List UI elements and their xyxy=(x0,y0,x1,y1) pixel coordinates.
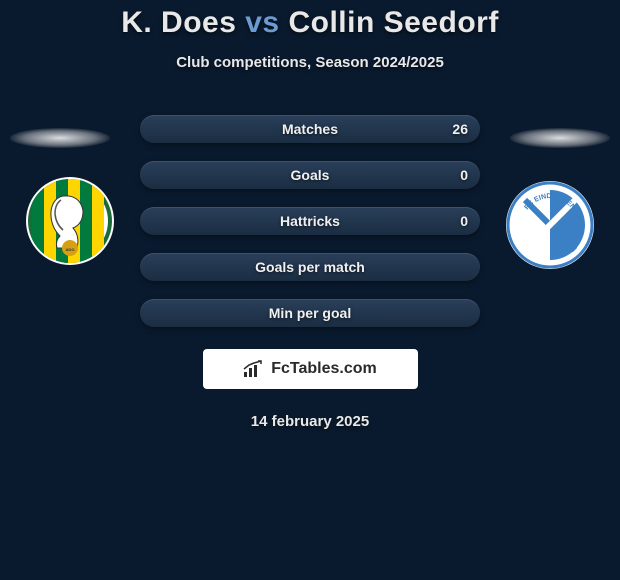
player2-name: Collin Seedorf xyxy=(288,6,498,39)
stat-value-right: 0 xyxy=(460,167,468,183)
stat-row-goals-per-match: Goals per match xyxy=(140,253,480,281)
stat-value-right: 26 xyxy=(452,121,468,137)
team-badge-right: FC EINDHOVEN xyxy=(505,180,595,270)
svg-text:ADO: ADO xyxy=(66,247,75,252)
stat-label: Goals xyxy=(291,167,330,183)
shadow-left xyxy=(10,128,110,148)
shadow-right xyxy=(510,128,610,148)
stats-container: Matches 26 Goals 0 Hattricks 0 Goals per… xyxy=(140,115,480,327)
date-text: 14 february 2025 xyxy=(0,413,620,430)
stat-row-matches: Matches 26 xyxy=(140,115,480,143)
competition-subtitle: Club competitions, Season 2024/2025 xyxy=(0,54,620,71)
stat-label: Matches xyxy=(282,121,338,137)
attribution-box: FcTables.com xyxy=(203,349,418,389)
ado-den-haag-icon: ADO xyxy=(25,176,115,266)
fc-eindhoven-icon: FC EINDHOVEN xyxy=(505,180,595,270)
comparison-title: K. Does vs Collin Seedorf xyxy=(0,0,620,40)
stat-row-hattricks: Hattricks 0 xyxy=(140,207,480,235)
stat-label: Hattricks xyxy=(280,213,340,229)
stat-row-min-per-goal: Min per goal xyxy=(140,299,480,327)
stat-label: Goals per match xyxy=(255,259,365,275)
stat-row-goals: Goals 0 xyxy=(140,161,480,189)
team-badge-left: ADO xyxy=(25,176,115,266)
chart-icon xyxy=(243,360,265,378)
stat-value-right: 0 xyxy=(460,213,468,229)
vs-text: vs xyxy=(245,6,279,39)
player1-name: K. Does xyxy=(121,6,236,39)
stat-label: Min per goal xyxy=(269,305,351,321)
attribution-text: FcTables.com xyxy=(271,360,377,378)
